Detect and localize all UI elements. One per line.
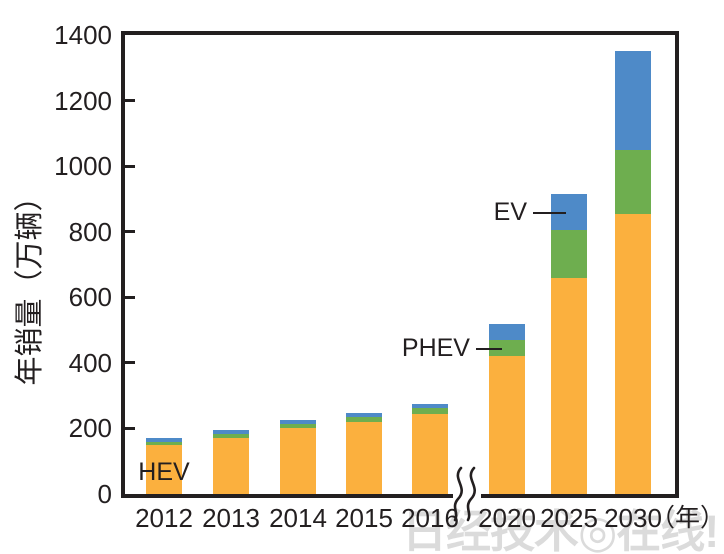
y-tick-label-600: 600 (68, 282, 112, 313)
bar-segment-phev-2025 (551, 230, 587, 278)
bar-segment-phev-2014 (280, 423, 316, 429)
x-tick-label-2013: 2013 (202, 503, 260, 533)
bar-segment-hev-2030 (615, 213, 651, 494)
x-axis-unit-label: （年） (650, 504, 724, 532)
bar-segment-phev-2016 (412, 407, 448, 414)
x-tick-label-2030: 2030 (604, 503, 662, 533)
bar-segment-ev-2030 (615, 51, 651, 150)
y-tick-label-0: 0 (97, 479, 112, 509)
y-tick-mark-400 (125, 361, 135, 365)
y-tick-mark-800 (125, 230, 135, 234)
bar-segment-hev-2012 (146, 444, 182, 494)
bar-segment-ev-2014 (280, 419, 316, 424)
y-tick-mark-1000 (125, 164, 135, 168)
series-label-hev: HEV (138, 458, 190, 486)
series-label-ev: EV (493, 198, 527, 226)
y-tick-label-1200: 1200 (54, 85, 112, 116)
ev-leader-line (533, 212, 566, 214)
bar-segment-hev-2015 (346, 421, 382, 494)
bar-segment-phev-2012 (146, 441, 182, 445)
bar-segment-phev-2013 (213, 434, 249, 439)
bar-segment-hev-2013 (213, 438, 249, 494)
series-label-phev: PHEV (401, 334, 470, 362)
y-tick-label-800: 800 (68, 216, 112, 247)
bar-segment-hev-2016 (412, 413, 448, 494)
bar-segment-ev-2020 (489, 323, 525, 340)
bar-segment-phev-2020 (489, 339, 525, 357)
axis-break-gap (453, 492, 481, 501)
bar-segment-phev-2015 (346, 416, 382, 422)
y-tick-label-1000: 1000 (54, 151, 112, 182)
y-tick-label-1400: 1400 (54, 20, 112, 50)
bar-segment-phev-2030 (615, 149, 651, 214)
x-tick-label-2020: 2020 (478, 503, 536, 533)
bar-segment-ev-2013 (213, 430, 249, 435)
x-tick-label-2014: 2014 (269, 503, 327, 533)
x-tick-label-2025: 2025 (540, 503, 598, 533)
x-tick-label-2016: 2016 (401, 503, 459, 533)
plot-area (125, 35, 675, 494)
bar-segment-ev-2012 (146, 437, 182, 442)
y-tick-mark-600 (125, 295, 135, 299)
y-tick-label-200: 200 (68, 413, 112, 444)
bar-segment-hev-2020 (489, 356, 525, 494)
bar-segment-ev-2015 (346, 413, 382, 417)
phev-leader-line (476, 348, 502, 350)
axis-break-icon (453, 466, 476, 522)
bar-segment-hev-2025 (551, 277, 587, 494)
x-tick-label-2012: 2012 (135, 503, 193, 533)
bar-segment-ev-2016 (412, 403, 448, 408)
x-tick-label-2015: 2015 (335, 503, 393, 533)
y-tick-mark-200 (125, 426, 135, 430)
y-tick-mark-1200 (125, 99, 135, 103)
bar-segment-hev-2014 (280, 428, 316, 494)
y-tick-label-400: 400 (68, 347, 112, 378)
plot-frame (121, 31, 679, 498)
